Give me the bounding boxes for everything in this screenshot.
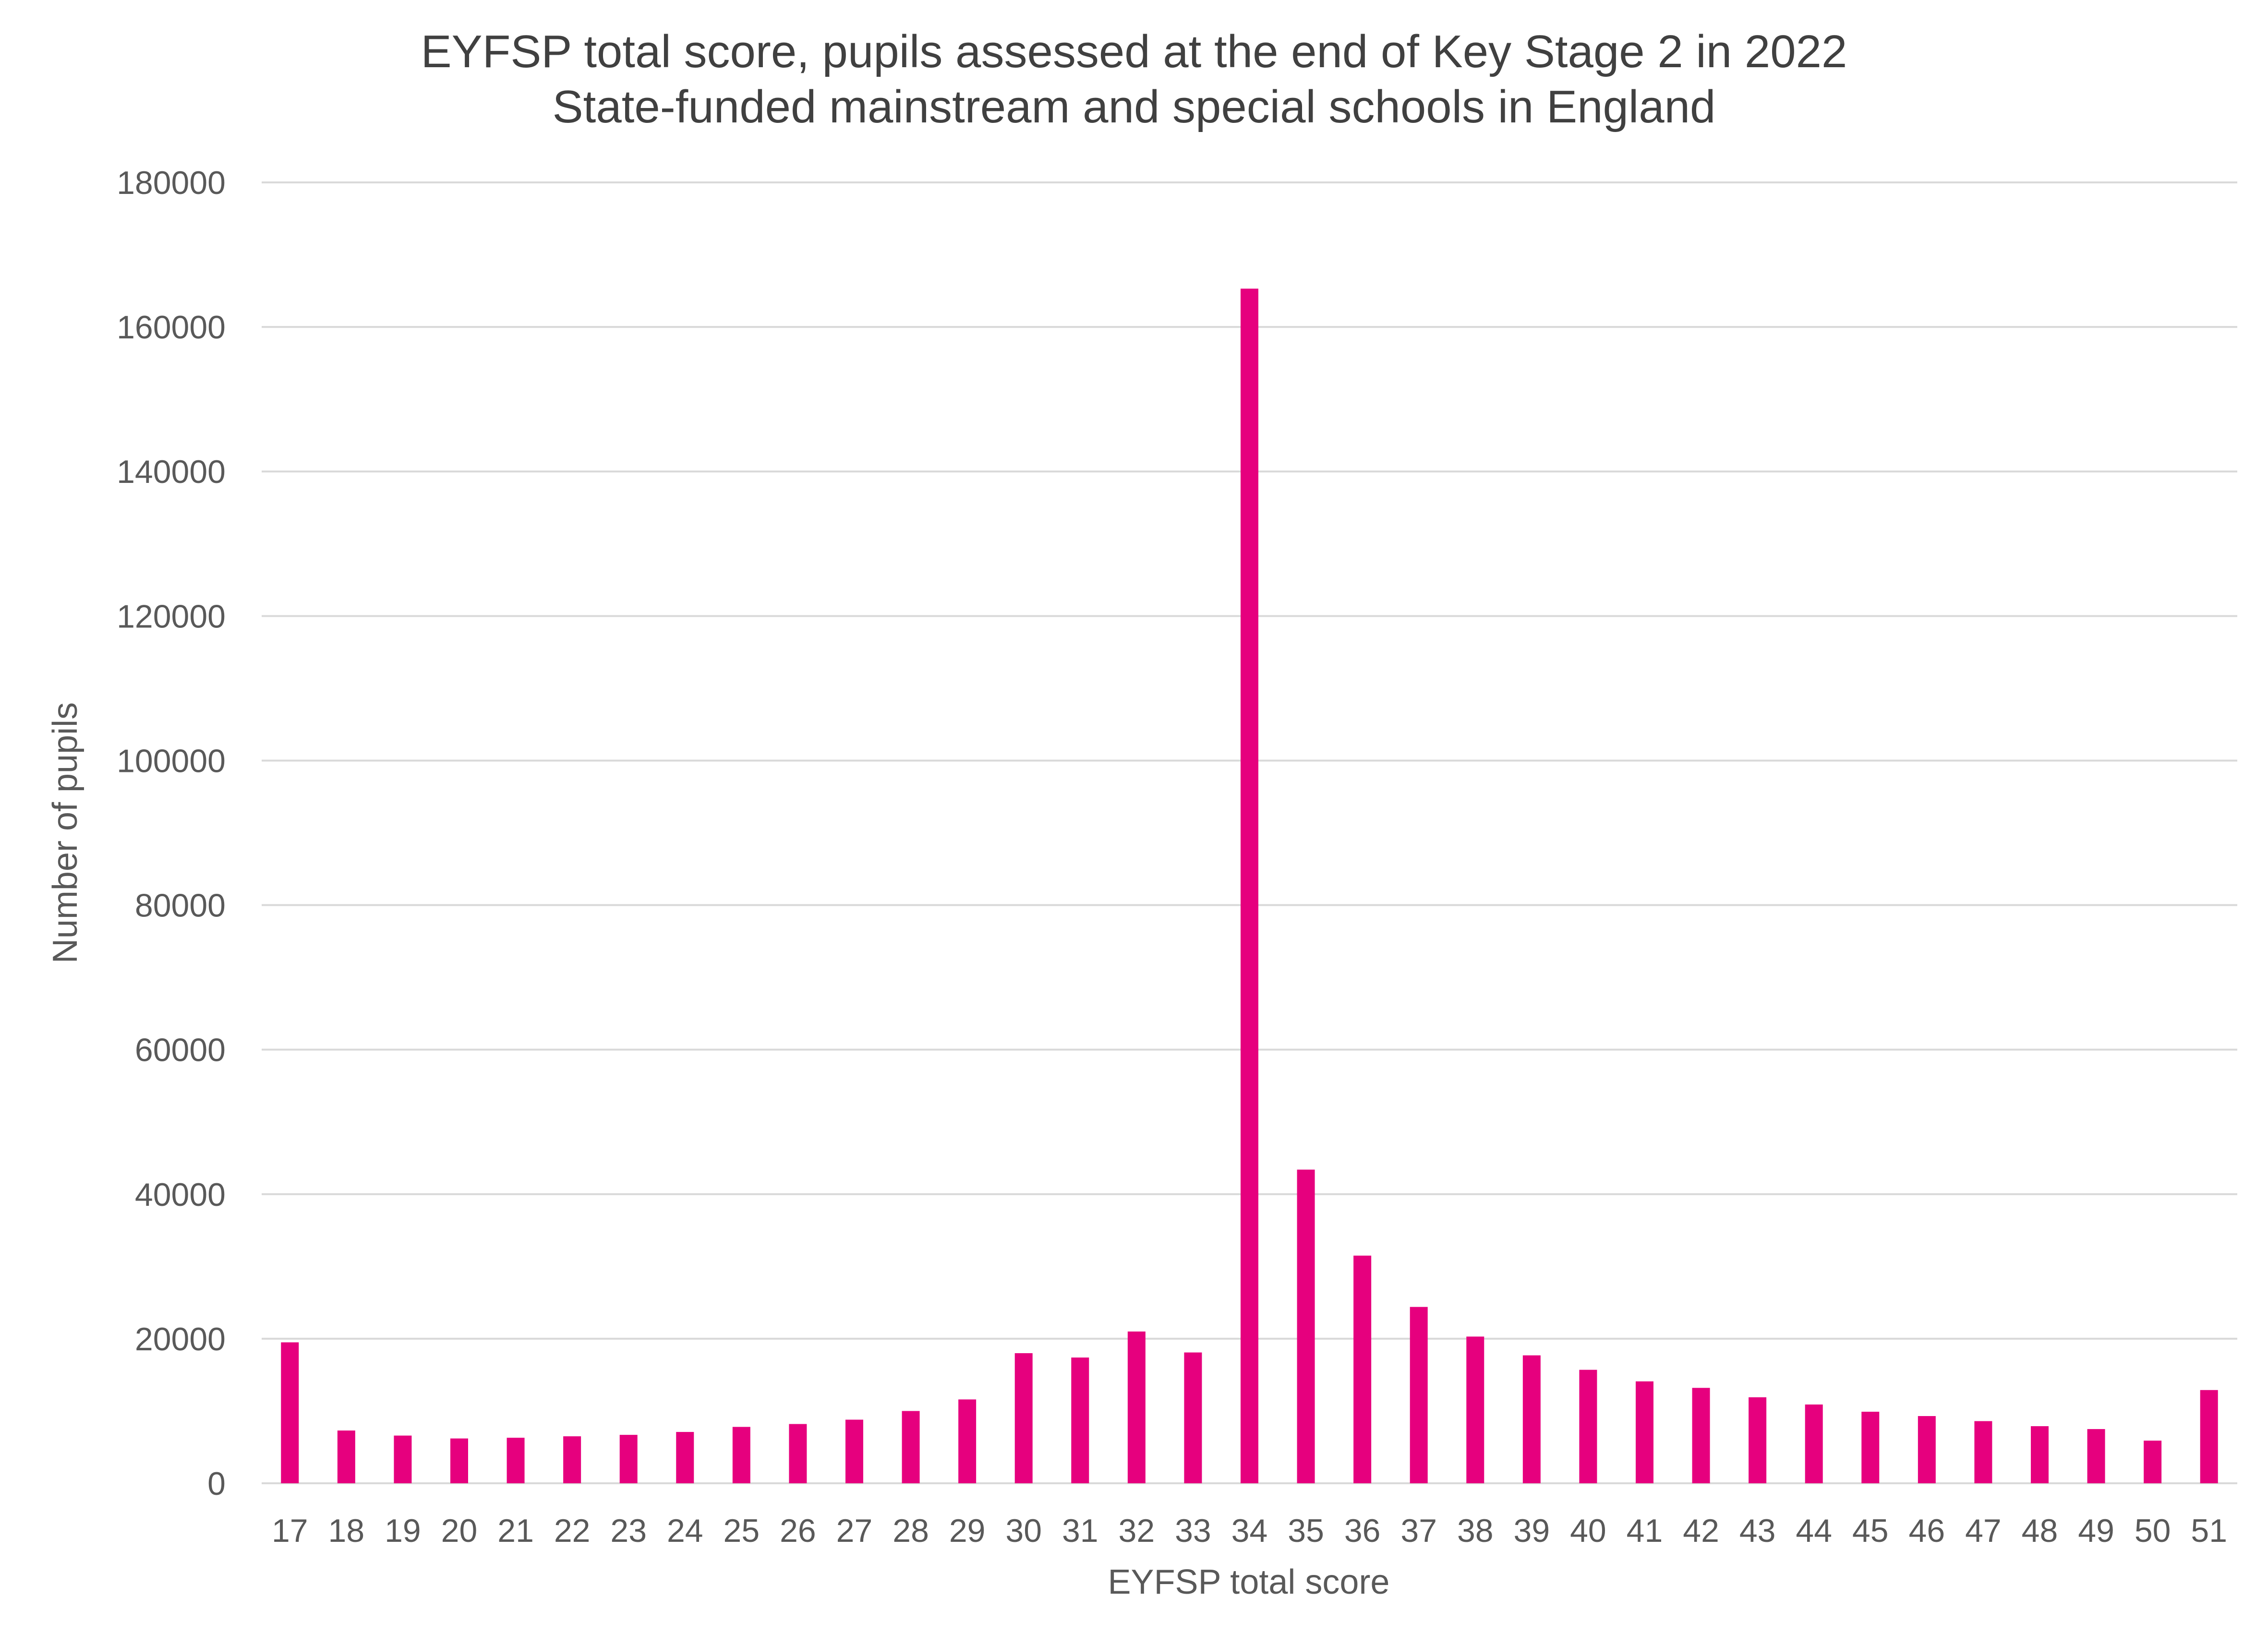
- x-tick-label: 21: [497, 1513, 534, 1549]
- x-tick-label: 20: [441, 1513, 478, 1549]
- y-tick-label: 120000: [117, 598, 226, 635]
- bar: [732, 1427, 750, 1483]
- bar: [1297, 1169, 1315, 1483]
- x-tick-label: 50: [2135, 1513, 2171, 1549]
- x-tick-label: 46: [1909, 1513, 1945, 1549]
- bar: [1918, 1416, 1936, 1483]
- bar: [2144, 1441, 2162, 1483]
- y-axis-tick-labels: 0 20000 40000 60000 80000 100000 120000 140000 1…: [117, 165, 226, 1502]
- bar: [337, 1430, 355, 1483]
- bar: [2087, 1429, 2105, 1483]
- x-tick-label: 45: [1852, 1513, 1889, 1549]
- x-tick-label: 30: [1005, 1513, 1042, 1549]
- bar: [1127, 1331, 1146, 1483]
- x-tick-label: 40: [1570, 1513, 1606, 1549]
- x-tick-label: 49: [2078, 1513, 2114, 1549]
- y-tick-label: 100000: [117, 743, 226, 779]
- y-tick-label: 140000: [117, 454, 226, 490]
- x-tick-label: 33: [1175, 1513, 1211, 1549]
- y-tick-label: 180000: [117, 165, 226, 201]
- chart-subtitle: State-funded mainstream and special scho…: [553, 81, 1716, 132]
- bar: [1579, 1370, 1597, 1483]
- x-tick-label: 29: [949, 1513, 986, 1549]
- bar: [1692, 1388, 1710, 1483]
- x-tick-label: 47: [1965, 1513, 2002, 1549]
- x-tick-label: 31: [1062, 1513, 1098, 1549]
- x-tick-label: 37: [1400, 1513, 1437, 1549]
- x-tick-label: 41: [1627, 1513, 1663, 1549]
- bar: [676, 1432, 694, 1483]
- bar: [1749, 1397, 1767, 1483]
- bar: [845, 1419, 863, 1483]
- x-tick-label: 35: [1288, 1513, 1324, 1549]
- x-tick-label: 23: [610, 1513, 647, 1549]
- bar: [281, 1342, 299, 1483]
- bar: [1184, 1352, 1202, 1483]
- y-tick-label: 80000: [135, 888, 226, 924]
- bar: [2200, 1390, 2218, 1483]
- bar: [1466, 1336, 1484, 1483]
- x-axis-title: EYFSP total score: [1108, 1563, 1390, 1601]
- y-tick-label: 60000: [135, 1032, 226, 1069]
- x-tick-label: 26: [780, 1513, 816, 1549]
- bar: [1241, 288, 1258, 1483]
- y-tick-label: 0: [207, 1466, 226, 1502]
- bar: [789, 1424, 807, 1483]
- x-tick-label: 39: [1514, 1513, 1550, 1549]
- bar: [1014, 1353, 1033, 1483]
- x-tick-label: 51: [2191, 1513, 2227, 1549]
- x-tick-label: 36: [1344, 1513, 1381, 1549]
- y-tick-label: 20000: [135, 1321, 226, 1358]
- bar: [902, 1411, 920, 1483]
- x-tick-label: 28: [893, 1513, 929, 1549]
- x-tick-label: 22: [554, 1513, 591, 1549]
- x-tick-label: 32: [1119, 1513, 1155, 1549]
- y-tick-label: 40000: [135, 1177, 226, 1213]
- bar: [2031, 1426, 2049, 1483]
- bars: [281, 288, 2218, 1483]
- x-tick-label: 25: [724, 1513, 760, 1549]
- x-tick-label: 44: [1796, 1513, 1832, 1549]
- bar: [563, 1436, 581, 1483]
- x-axis-tick-labels: 17 18 19 20 21 22 23 24 25 26 27 28 29 30 31 32 33 34 35 36…: [272, 1513, 2227, 1549]
- bar: [507, 1438, 525, 1483]
- bar: [1071, 1358, 1089, 1483]
- x-tick-label: 19: [385, 1513, 421, 1549]
- x-tick-label: 18: [328, 1513, 365, 1549]
- bar: [1353, 1255, 1372, 1483]
- bar: [1861, 1411, 1880, 1483]
- x-tick-label: 27: [836, 1513, 873, 1549]
- bar: [1974, 1421, 1992, 1483]
- bar: [394, 1435, 412, 1483]
- y-tick-label: 160000: [117, 309, 226, 346]
- bar: [450, 1438, 468, 1483]
- bar: [1805, 1404, 1823, 1483]
- bar: [1522, 1355, 1541, 1483]
- x-tick-label: 48: [2022, 1513, 2058, 1549]
- x-tick-label: 43: [1739, 1513, 1776, 1549]
- bar: [619, 1435, 638, 1483]
- x-tick-label: 17: [272, 1513, 308, 1549]
- bar: [1410, 1307, 1428, 1483]
- x-tick-label: 38: [1457, 1513, 1494, 1549]
- bar: [958, 1399, 977, 1483]
- x-tick-label: 42: [1683, 1513, 1719, 1549]
- x-tick-label: 24: [667, 1513, 703, 1549]
- bar: [1636, 1381, 1653, 1483]
- y-axis-title: Number of pupils: [46, 702, 84, 963]
- chart-title: EYFSP total score, pupils assessed at th…: [421, 26, 1847, 77]
- x-tick-label: 34: [1231, 1513, 1268, 1549]
